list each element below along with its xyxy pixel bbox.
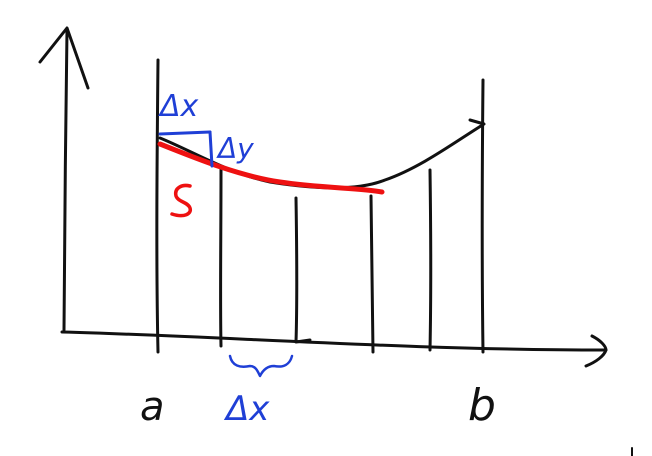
function-curve [158, 118, 486, 190]
delta-x-segment [158, 130, 212, 136]
partition-line-a [155, 58, 160, 354]
delta-x-top-label: Δx [158, 89, 199, 124]
partition-lines [155, 58, 485, 354]
left-bound-label: a [140, 384, 165, 430]
x-axis [60, 330, 608, 368]
partition-line-b [480, 78, 485, 354]
partition-line-3 [369, 194, 375, 354]
right-bound-label: b [468, 380, 496, 431]
y-axis-arrowhead [38, 26, 90, 90]
partition-line-4 [428, 168, 433, 352]
x-axis-arrowhead [584, 334, 608, 368]
delta-x-brace [228, 354, 294, 378]
arc-length-symbol [170, 183, 193, 218]
delta-y-label: Δy [216, 132, 254, 165]
y-axis [38, 26, 90, 332]
delta-y-segment [208, 130, 214, 168]
arc-length-curve [157, 141, 385, 195]
delta-triangle [158, 130, 214, 168]
arc-length-label: S [600, 19, 602, 21]
delta-x-bottom-label: Δx [223, 389, 270, 429]
partition-line-2 [294, 196, 312, 344]
